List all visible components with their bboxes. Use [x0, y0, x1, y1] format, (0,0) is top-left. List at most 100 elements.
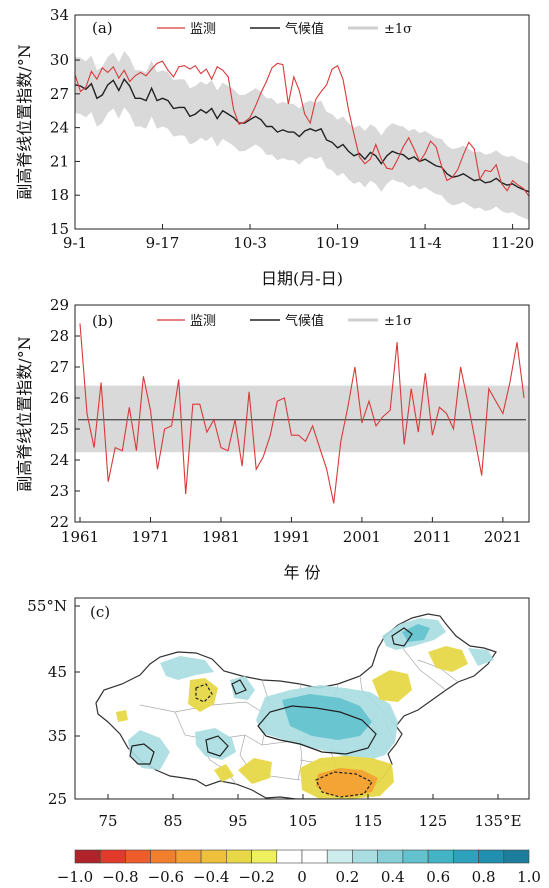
b-x-label: 年 份 — [283, 563, 320, 582]
panel-c: 75 85 95 105 115 125 135°E 25 35 45 55°N (c) −1.0… — [27, 597, 541, 886]
c-y-tick-label: 55°N — [27, 597, 67, 615]
c-colorbar-cell — [150, 849, 177, 864]
c-colorbar-cell — [200, 849, 227, 864]
c-x-tick-label: 125 — [419, 812, 448, 830]
b-x-tick-label: 1981 — [202, 528, 240, 546]
c-strong-positive-patches — [282, 624, 430, 740]
a-y-tick-label: 18 — [50, 186, 69, 204]
b-observed-line — [79, 323, 525, 504]
c-colorbar-tick-label: 0.6 — [426, 868, 450, 886]
b-sigma-band — [75, 385, 529, 453]
c-negative-significance — [195, 683, 373, 798]
a-y-tick-label: 34 — [50, 6, 69, 24]
b-y-tick-label: 27 — [50, 358, 69, 376]
c-colorbar-cell — [99, 849, 126, 864]
b-y-tick-label: 29 — [50, 296, 69, 314]
c-colorbar-tick-label: −0.8 — [102, 868, 138, 886]
c-colorbar-cell — [503, 849, 530, 864]
c-map-area — [95, 613, 497, 799]
a-y-tick-label: 30 — [50, 51, 69, 69]
c-panel-label: (c) — [90, 603, 110, 621]
a-x-tick-label: 10-19 — [316, 234, 359, 252]
a-legend-obs: 监测 — [190, 22, 216, 37]
b-legend-clim: 气候值 — [285, 313, 324, 329]
a-x-tick-label: 11-20 — [491, 234, 534, 252]
c-colorbar-cell — [453, 849, 479, 864]
a-x-tick-label: 10-3 — [233, 234, 267, 252]
a-x-axis: 9-1 9-17 10-3 10-19 11-4 11-20 — [63, 224, 534, 252]
b-y-tick-label: 28 — [50, 327, 69, 345]
b-x-tick-label: 1991 — [272, 528, 310, 546]
c-x-tick-label: 135°E — [474, 812, 521, 830]
c-colorbar-tick-label: 1.0 — [517, 868, 541, 886]
c-colorbar-cell — [251, 849, 278, 864]
c-colorbar-tick-label: 0 — [297, 868, 307, 886]
b-y-label: 副高脊线位置指数/°N — [15, 336, 34, 491]
c-colorbar — [74, 849, 530, 864]
c-colorbar-tick-label: 0.4 — [381, 868, 405, 886]
b-x-tick-label: 1971 — [131, 528, 169, 546]
c-significance-contours — [129, 627, 413, 765]
c-colorbar-ticks: −1.0 −0.8 −0.6 −0.4 −0.2 0 0.2 0.4 0.6 0.8 1.0 — [57, 868, 541, 886]
a-sigma-band — [75, 51, 529, 220]
b-panel-label: (b) — [92, 312, 113, 330]
c-colorbar-cell — [276, 849, 303, 864]
c-colorbar-cell — [377, 849, 404, 864]
c-colorbar-tick-label: −0.2 — [238, 868, 274, 886]
b-legend-obs: 监测 — [190, 314, 216, 329]
b-y-axis: 22 23 24 25 26 27 28 29 — [50, 296, 80, 531]
b-y-tick-label: 22 — [50, 513, 69, 531]
b-plot-frame — [74, 304, 530, 523]
c-colorbar-cell — [125, 849, 151, 864]
b-x-tick-label: 2011 — [413, 528, 451, 546]
c-y-axis: 25 35 45 55°N — [27, 597, 80, 808]
c-y-tick-label: 45 — [48, 663, 67, 681]
c-y-tick-label: 25 — [48, 790, 67, 808]
a-observed-line — [75, 60, 529, 197]
a-panel-label: (a) — [92, 19, 113, 37]
a-x-tick-label: 9-1 — [63, 234, 87, 252]
c-colorbar-cell — [478, 849, 505, 864]
c-x-tick-label: 95 — [228, 812, 247, 830]
c-colorbar-tick-label: 0.8 — [472, 868, 496, 886]
c-x-axis: 75 85 95 105 115 125 135°E — [98, 794, 522, 830]
b-legend-band: ±1σ — [384, 314, 412, 329]
c-colorbar-cell — [301, 849, 328, 864]
b-y-tick-label: 25 — [50, 420, 69, 438]
a-y-label: 副高脊线位置指数/°N — [15, 44, 34, 199]
a-y-tick-label: 27 — [50, 85, 69, 103]
a-legend-clim: 气候值 — [285, 21, 324, 37]
c-y-tick-label: 35 — [48, 727, 67, 745]
c-x-tick-label: 105 — [289, 812, 318, 830]
c-x-tick-label: 85 — [163, 812, 182, 830]
b-x-axis: 1961 1971 1981 1991 2001 2011 2021 — [61, 517, 522, 546]
a-y-axis: 15 18 21 24 27 30 34 — [50, 6, 80, 238]
a-y-tick-label: 15 — [50, 220, 69, 238]
b-y-tick-label: 24 — [50, 451, 69, 469]
panel-b: 22 23 24 25 26 27 28 29 1961 1971 1981 1991 2001 201… — [15, 296, 530, 582]
b-legend: 监测 气候值 ±1σ — [157, 313, 412, 329]
c-plot-frame — [74, 597, 530, 800]
a-plot-frame — [74, 14, 530, 230]
a-x-tick-label: 9-17 — [146, 234, 180, 252]
a-climatology-line — [75, 77, 529, 193]
a-x-label: 日期(月-日) — [261, 269, 343, 288]
c-colorbar-cell — [226, 849, 252, 864]
c-x-tick-label: 75 — [98, 812, 117, 830]
c-strong-negative-patches — [316, 768, 378, 797]
a-legend-band: ±1σ — [384, 22, 412, 37]
a-y-tick-label: 24 — [50, 119, 69, 137]
a-y-tick-label: 21 — [50, 152, 69, 170]
a-legend: 监测 气候值 ±1σ — [157, 21, 412, 37]
c-colorbar-cell — [74, 849, 101, 864]
c-colorbar-tick-label: −0.4 — [193, 868, 229, 886]
c-colorbar-tick-label: −0.6 — [148, 868, 184, 886]
b-y-tick-label: 26 — [50, 389, 69, 407]
c-colorbar-cell — [175, 849, 202, 864]
c-colorbar-cell — [402, 849, 429, 864]
b-y-tick-label: 23 — [50, 482, 69, 500]
c-colorbar-tick-label: 0.2 — [335, 868, 359, 886]
b-x-tick-label: 1961 — [61, 528, 99, 546]
c-colorbar-cell — [352, 849, 378, 864]
